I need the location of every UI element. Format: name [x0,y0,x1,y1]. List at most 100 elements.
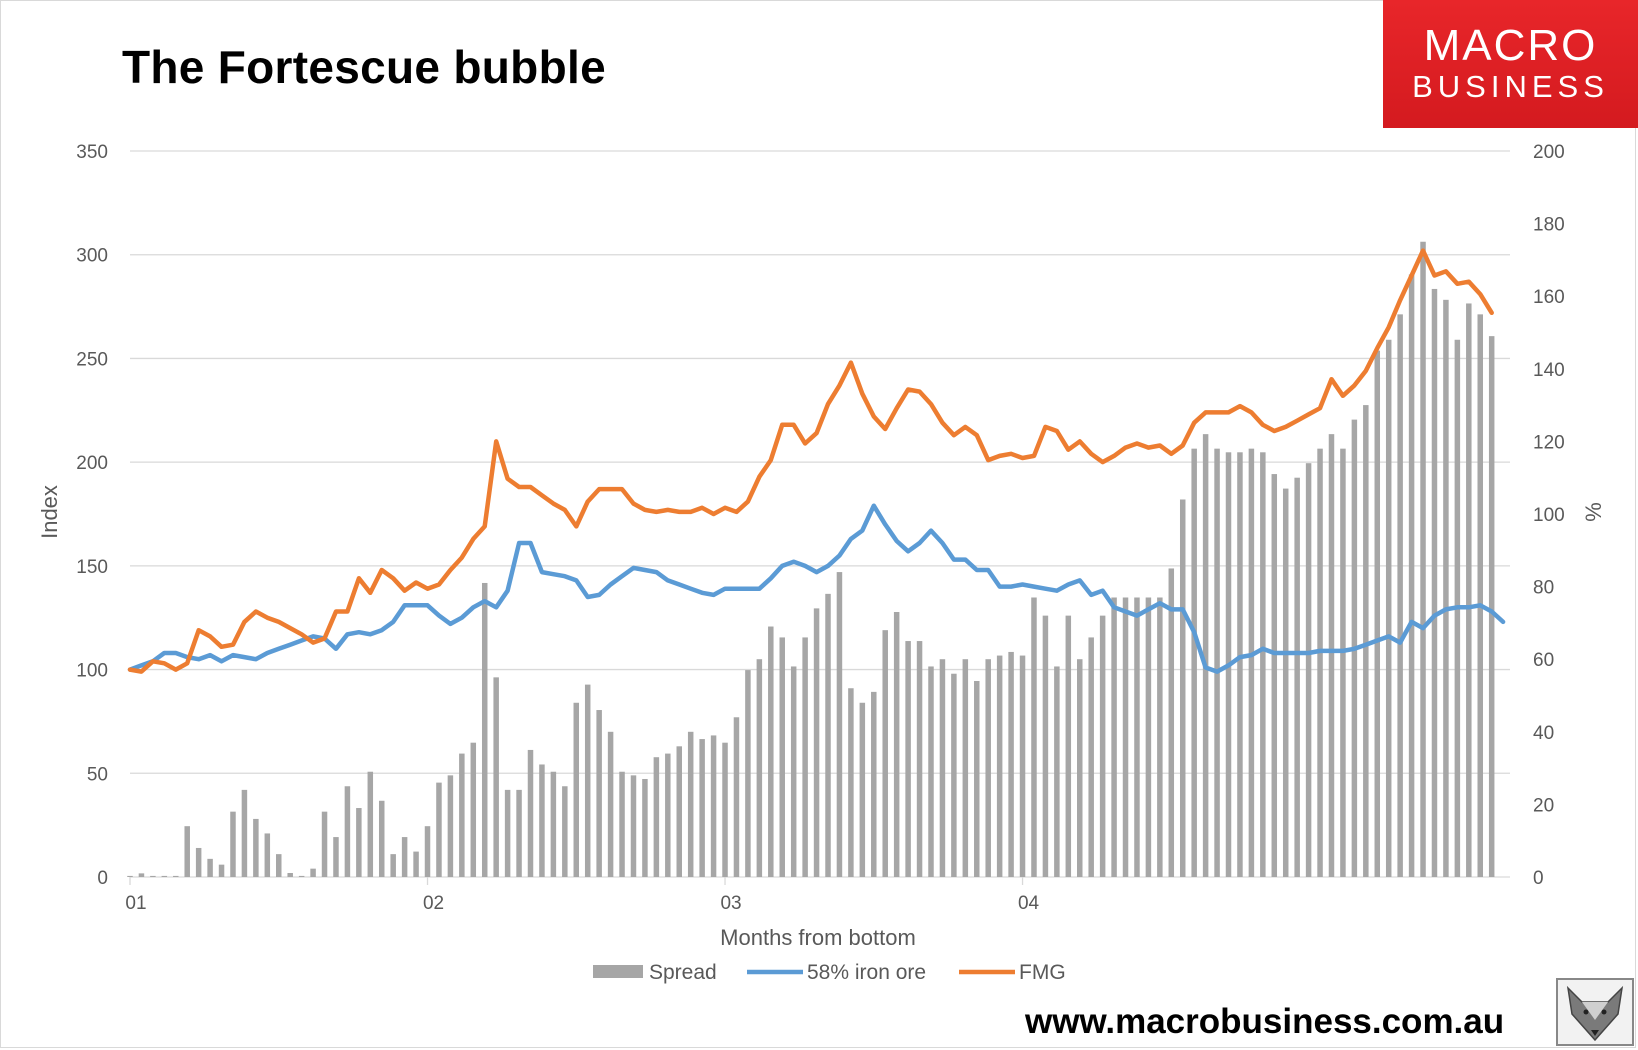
spread-bar [138,873,145,877]
x-tick-label: 02 [423,893,444,914]
spread-bar [378,800,385,877]
spread-bar [413,851,419,877]
spread-bar [1088,637,1094,877]
spread-bar [1111,597,1117,877]
spread-bar [481,582,488,877]
spread-bar [390,854,396,877]
spread-bar [436,782,442,877]
y-tick-label: 200 [76,453,108,474]
spread-bar [424,826,431,877]
y2-tick-label: 120 [1533,432,1565,453]
x-tick-label: 01 [125,893,146,914]
spread-bar [1008,651,1014,877]
spread-bar [962,659,969,877]
spread-bar [1443,299,1449,878]
legend-spread-label: Spread [649,961,717,984]
spread-bar [768,626,774,877]
spread-bar [1145,597,1152,877]
spread-bar [310,868,316,877]
spread-bar [504,789,511,877]
spread-bar [470,742,477,877]
fox-icon [1556,978,1634,1046]
spread-bar [1477,314,1483,878]
spread-bar [1294,477,1300,877]
spread-bar [562,786,568,877]
spread-bar [893,612,900,877]
spread-bar [1031,597,1037,877]
y-tick-label: 350 [76,142,108,163]
spread-bar [264,833,271,877]
logo-line-2: BUSINESS [1412,69,1609,104]
y-tick-label: 50 [87,764,108,785]
right-axis-ticks: 0 20 40 60 80 100 120 140 160 180 200 [1533,142,1565,889]
spread-bar [710,735,717,877]
spread-bar [516,789,522,877]
gridlines [130,150,1510,878]
spread-bar [1328,434,1335,877]
spread-bar [584,684,591,877]
spread-bar [1191,448,1197,877]
spread-bar [356,808,362,877]
spread-bar [790,666,797,877]
spread-bar [996,655,1003,877]
spread-bar [630,775,637,877]
spread-bar [939,659,946,877]
spread-bar [722,742,728,877]
spread-bar [676,746,682,877]
spread-bar [1340,448,1346,877]
spread-bar [882,630,888,877]
spread-bar [1122,597,1129,877]
spread-bar [653,757,660,877]
spread-bar [859,702,866,877]
spread-bar [1077,659,1083,877]
spread-bar [207,858,213,877]
spread-bar [871,691,877,877]
left-axis-ticks: 0 50 100 150 200 250 300 350 [76,142,108,889]
spread-bar [687,731,694,877]
spread-bar [813,608,820,877]
spread-bar [928,666,934,877]
spread-bar [1134,597,1140,877]
x-axis-title: Months from bottom [720,925,916,950]
spread-bars [127,241,1495,878]
spread-bar [951,673,957,877]
spread-bar [230,811,236,877]
y2-tick-label: 200 [1533,142,1565,163]
spread-bar [974,680,980,877]
y2-tick-label: 140 [1533,360,1565,381]
spread-bar [699,739,705,877]
spread-bar [756,659,763,877]
spread-bar [1168,568,1175,877]
y2-tick-label: 160 [1533,287,1565,308]
spread-bar [1431,288,1438,877]
spread-bar [619,771,625,877]
spread-bar [607,731,614,877]
y2-tick-label: 180 [1533,215,1565,236]
spread-bar [367,771,374,877]
spread-bar [1260,452,1266,877]
iron-ore-line [127,503,1506,674]
spread-bar [1385,339,1392,877]
y2-tick-label: 100 [1533,505,1565,526]
y2-tick-label: 40 [1533,723,1554,744]
spread-bar [241,789,248,877]
spread-bar [836,572,843,877]
y-tick-label: 150 [76,557,108,578]
spread-bar [916,641,923,877]
spread-bar [779,637,785,877]
spread-bar [539,764,545,877]
spread-bar [493,677,499,877]
spread-bar [1317,448,1323,877]
spread-bar [401,837,408,877]
y-tick-label: 100 [76,661,108,682]
legend-fmg-label: FMG [1019,961,1066,984]
x-axis-ticks: 01 02 03 04 [125,877,1040,914]
series-lines [127,248,1506,674]
spread-bar [150,875,156,877]
spread-bar [321,811,328,877]
y2-tick-label: 60 [1533,650,1554,671]
spread-bar [333,837,339,877]
spread-bar [802,637,808,877]
legend-spread-swatch [593,965,643,978]
